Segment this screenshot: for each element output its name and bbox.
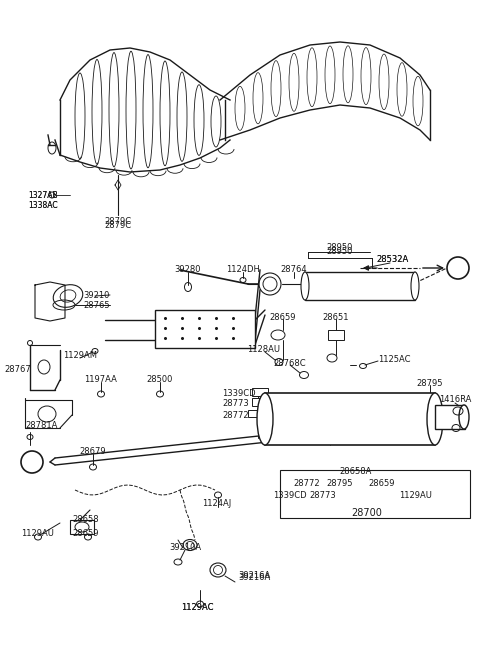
Text: 28772: 28772 [294, 478, 320, 487]
Text: 1129AU: 1129AU [399, 491, 432, 499]
Circle shape [447, 257, 469, 279]
Ellipse shape [301, 272, 309, 300]
Ellipse shape [427, 393, 443, 445]
Text: 28773: 28773 [310, 491, 336, 499]
Ellipse shape [459, 405, 469, 429]
Text: 1327AB: 1327AB [28, 191, 58, 200]
Text: 1129AC: 1129AC [181, 602, 213, 612]
Text: 1124AJ: 1124AJ [203, 499, 232, 509]
Text: A: A [28, 457, 36, 467]
Text: 39216A: 39216A [238, 570, 270, 579]
Text: 1327AB: 1327AB [28, 191, 58, 200]
Bar [265, 393, 435, 445]
Bar [70, 520, 94, 534]
Text: 1339CD: 1339CD [273, 491, 307, 499]
Text: 1338AC: 1338AC [28, 202, 58, 210]
Text: 28659: 28659 [73, 528, 99, 537]
Circle shape [21, 451, 43, 473]
Text: 1129AC: 1129AC [181, 604, 213, 612]
Text: 28532A: 28532A [377, 256, 409, 265]
Bar [252, 388, 268, 396]
Text: 28659: 28659 [270, 313, 296, 321]
Text: 28773: 28773 [222, 399, 249, 409]
Ellipse shape [257, 393, 273, 445]
Text: 28659: 28659 [369, 478, 395, 487]
Text: 1128AU: 1128AU [248, 346, 280, 355]
Text: 39210: 39210 [83, 290, 109, 300]
Text: 28764: 28764 [281, 265, 307, 275]
Ellipse shape [411, 272, 419, 300]
Text: 1129AM: 1129AM [63, 351, 97, 361]
Text: 28795: 28795 [327, 478, 353, 487]
Text: 1338AC: 1338AC [28, 202, 58, 210]
Text: 1129AU: 1129AU [22, 528, 54, 537]
Text: 28658: 28658 [72, 514, 99, 524]
Text: 39280: 39280 [175, 265, 201, 275]
Text: 28532A: 28532A [377, 256, 409, 265]
Text: 1124DH: 1124DH [226, 265, 260, 275]
Text: 1416RA: 1416RA [439, 396, 471, 405]
Bar [305, 272, 415, 300]
Text: 1339CD: 1339CD [222, 388, 256, 397]
Text: 28772: 28772 [222, 411, 249, 420]
Text: 28950: 28950 [327, 248, 353, 256]
Text: 28651: 28651 [323, 313, 349, 321]
Text: 28765: 28765 [83, 302, 109, 311]
Text: 1125AC: 1125AC [378, 355, 410, 365]
Bar [155, 310, 255, 348]
Text: 28500: 28500 [147, 376, 173, 384]
Text: 28679: 28679 [80, 447, 106, 457]
Text: 28950: 28950 [327, 244, 353, 252]
Text: 1197AA: 1197AA [84, 376, 118, 384]
Text: 28795: 28795 [417, 378, 443, 388]
Text: 2879C: 2879C [105, 217, 132, 227]
Text: 28781A: 28781A [26, 420, 58, 430]
Text: A: A [454, 263, 462, 273]
Text: 39216A: 39216A [238, 572, 270, 581]
Text: 28700: 28700 [351, 508, 383, 518]
Text: 28768C: 28768C [274, 359, 306, 367]
Text: 2879C: 2879C [105, 221, 132, 229]
Bar [252, 398, 268, 406]
Text: 39210A: 39210A [169, 543, 201, 553]
Text: 28767: 28767 [5, 365, 31, 374]
Bar [280, 470, 470, 518]
Bar [435, 405, 465, 429]
Bar [328, 330, 344, 340]
Text: 28658A: 28658A [340, 468, 372, 476]
Bar [248, 410, 262, 417]
